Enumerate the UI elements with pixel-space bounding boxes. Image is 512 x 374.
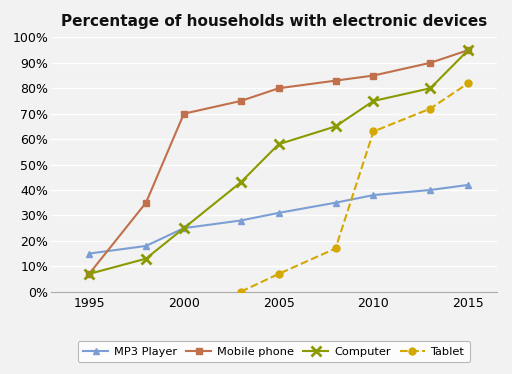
Line: Tablet: Tablet bbox=[237, 80, 472, 295]
Computer bbox=[465, 48, 471, 52]
Computer bbox=[427, 86, 433, 91]
Title: Percentage of households with electronic devices: Percentage of households with electronic… bbox=[61, 14, 487, 29]
Tablet bbox=[332, 246, 338, 251]
Mobile phone bbox=[143, 200, 149, 205]
MP3 Player bbox=[238, 218, 244, 223]
Mobile phone bbox=[86, 272, 92, 276]
Line: Mobile phone: Mobile phone bbox=[86, 47, 472, 278]
Tablet bbox=[370, 129, 376, 134]
Computer bbox=[238, 180, 244, 185]
Tablet bbox=[238, 289, 244, 294]
MP3 Player bbox=[465, 183, 471, 187]
Computer bbox=[275, 142, 282, 147]
Mobile phone bbox=[181, 111, 187, 116]
MP3 Player bbox=[143, 244, 149, 248]
Computer bbox=[370, 99, 376, 103]
Tablet bbox=[427, 106, 433, 111]
MP3 Player bbox=[370, 193, 376, 197]
Mobile phone bbox=[332, 79, 338, 83]
Mobile phone bbox=[465, 48, 471, 52]
Line: MP3 Player: MP3 Player bbox=[86, 181, 472, 257]
Computer bbox=[181, 226, 187, 230]
Mobile phone bbox=[275, 86, 282, 91]
Computer bbox=[332, 124, 338, 129]
Computer bbox=[86, 272, 92, 276]
MP3 Player bbox=[332, 200, 338, 205]
Line: Computer: Computer bbox=[84, 45, 473, 279]
Mobile phone bbox=[238, 99, 244, 103]
Legend: MP3 Player, Mobile phone, Computer, Tablet: MP3 Player, Mobile phone, Computer, Tabl… bbox=[78, 341, 470, 362]
MP3 Player bbox=[275, 211, 282, 215]
MP3 Player bbox=[86, 251, 92, 256]
Tablet bbox=[275, 272, 282, 276]
MP3 Player bbox=[181, 226, 187, 230]
Mobile phone bbox=[427, 61, 433, 65]
Mobile phone bbox=[370, 73, 376, 78]
MP3 Player bbox=[427, 188, 433, 192]
Computer bbox=[143, 257, 149, 261]
Tablet bbox=[465, 81, 471, 85]
